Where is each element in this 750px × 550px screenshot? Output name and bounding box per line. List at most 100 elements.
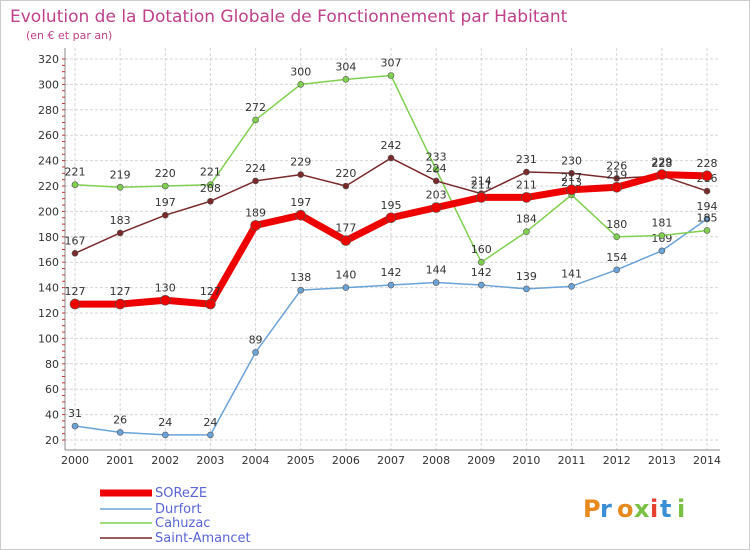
legend: SOReZE Durfort Cahuzac Saint-Amancet bbox=[100, 486, 251, 546]
point-durfort bbox=[477, 281, 485, 289]
point-cahuzac bbox=[613, 233, 621, 241]
point-saint-amancet bbox=[71, 250, 79, 257]
x-tick-label: 2009 bbox=[467, 454, 495, 467]
x-tick-label: 2012 bbox=[603, 454, 631, 467]
point-durfort bbox=[342, 284, 350, 291]
x-tick-label: 2005 bbox=[287, 454, 315, 467]
data-label-soreze: 217 bbox=[561, 171, 582, 184]
point-soreze bbox=[475, 192, 487, 203]
point-soreze bbox=[385, 212, 397, 224]
x-tick-label: 2003 bbox=[196, 454, 224, 467]
data-label-durfort: 139 bbox=[516, 270, 537, 283]
point-cahuzac bbox=[71, 181, 79, 189]
point-durfort bbox=[432, 279, 440, 286]
data-label-cahuzac: 300 bbox=[290, 65, 311, 78]
data-label-soreze: 127 bbox=[200, 285, 221, 298]
y-tick-label: 20 bbox=[45, 434, 59, 447]
data-label-soreze: 195 bbox=[381, 199, 402, 212]
data-label-durfort: 141 bbox=[561, 267, 582, 280]
y-tick-label: 60 bbox=[45, 383, 59, 396]
data-label-cahuzac: 307 bbox=[381, 57, 402, 70]
data-label-cahuzac: 160 bbox=[471, 243, 492, 256]
point-soreze bbox=[521, 192, 532, 203]
data-label-durfort: 24 bbox=[158, 416, 172, 429]
point-saint-amancet bbox=[207, 197, 214, 205]
grid bbox=[65, 48, 720, 450]
y-tick-label: 240 bbox=[38, 155, 59, 168]
point-cahuzac bbox=[432, 166, 440, 173]
x-tick-label: 2007 bbox=[377, 454, 405, 467]
data-label-cahuzac: 184 bbox=[516, 213, 537, 226]
data-label-soreze: 211 bbox=[471, 178, 492, 191]
point-soreze bbox=[159, 294, 171, 306]
point-saint-amancet bbox=[703, 187, 711, 195]
point-durfort bbox=[297, 286, 305, 294]
y-tick-label: 200 bbox=[38, 205, 59, 218]
point-soreze bbox=[114, 298, 126, 310]
data-label-durfort: 26 bbox=[113, 413, 127, 426]
point-soreze bbox=[611, 181, 623, 193]
data-label-durfort: 140 bbox=[335, 269, 356, 282]
point-soreze bbox=[69, 298, 81, 310]
data-label-cahuzac: 213 bbox=[561, 176, 582, 189]
data-label-durfort: 138 bbox=[290, 271, 311, 284]
y-tick-label: 160 bbox=[38, 256, 59, 269]
legend-label-durfort: Durfort bbox=[155, 502, 202, 517]
point-soreze bbox=[250, 220, 261, 231]
data-label-durfort: 154 bbox=[606, 251, 627, 264]
point-saint-amancet bbox=[297, 171, 305, 178]
data-label-saint-amancet: 224 bbox=[245, 162, 266, 175]
y-tick-label: 80 bbox=[45, 358, 59, 371]
x-tick-label: 2002 bbox=[151, 454, 179, 467]
logo-letter: t bbox=[660, 495, 671, 523]
data-label-saint-amancet: 197 bbox=[155, 196, 176, 209]
chart-subtitle: (en € et par an) bbox=[26, 29, 112, 42]
data-label-cahuzac: 221 bbox=[65, 166, 86, 179]
point-durfort bbox=[252, 349, 259, 356]
point-cahuzac bbox=[207, 181, 214, 189]
x-tick-label: 2013 bbox=[648, 454, 676, 467]
point-cahuzac bbox=[523, 228, 530, 236]
point-saint-amancet bbox=[432, 177, 440, 185]
point-durfort bbox=[658, 247, 666, 255]
point-cahuzac bbox=[116, 183, 124, 191]
data-label-soreze: 219 bbox=[606, 168, 627, 181]
data-label-saint-amancet: 224 bbox=[426, 162, 447, 175]
point-saint-amancet bbox=[116, 229, 124, 237]
data-label-cahuzac: 220 bbox=[155, 167, 176, 180]
data-label-soreze: 211 bbox=[516, 178, 537, 191]
y-tick-label: 40 bbox=[45, 409, 59, 422]
data-label-soreze: 177 bbox=[335, 222, 356, 235]
x-tick-label: 2010 bbox=[512, 454, 540, 467]
chart-title: Evolution de la Dotation Globale de Fonc… bbox=[10, 7, 568, 27]
x-tick-label: 2006 bbox=[332, 454, 360, 467]
y-tick-label: 180 bbox=[38, 231, 59, 244]
series-durfort: 3126242489138140142144142139141154169194 bbox=[68, 200, 718, 439]
point-saint-amancet bbox=[387, 154, 395, 162]
axes: 20 40 60 80 100 120 140 160 180 200 220 240 260 280 30… bbox=[38, 48, 721, 467]
data-label-saint-amancet: 220 bbox=[335, 167, 356, 180]
point-soreze bbox=[340, 235, 352, 246]
legend-label-soreze: SOReZE bbox=[155, 486, 207, 501]
data-label-saint-amancet: 183 bbox=[110, 214, 131, 227]
y-tick-label: 140 bbox=[38, 282, 59, 295]
point-soreze bbox=[656, 169, 668, 180]
point-cahuzac bbox=[387, 72, 395, 79]
x-tick-label: 2004 bbox=[242, 454, 270, 467]
y-tick-label: 260 bbox=[38, 129, 59, 142]
x-tick-label: 2011 bbox=[558, 454, 586, 467]
logo-letter: x bbox=[634, 495, 650, 523]
point-saint-amancet bbox=[523, 168, 530, 176]
series-cahuzac: 221 219 220 221 272 300 304 307 233 160 184 213 180 1… bbox=[65, 57, 718, 266]
legend-label-cahuzac: Cahuzac bbox=[155, 516, 210, 531]
point-cahuzac bbox=[161, 182, 169, 190]
data-label-soreze: 127 bbox=[110, 285, 131, 298]
legend-label-saint-amancet: Saint-Amancet bbox=[155, 531, 251, 546]
point-saint-amancet bbox=[252, 177, 259, 185]
point-saint-amancet bbox=[613, 175, 621, 182]
point-durfort bbox=[161, 431, 169, 439]
data-label-soreze: 189 bbox=[245, 206, 266, 219]
data-label-saint-amancet: 242 bbox=[381, 139, 402, 152]
